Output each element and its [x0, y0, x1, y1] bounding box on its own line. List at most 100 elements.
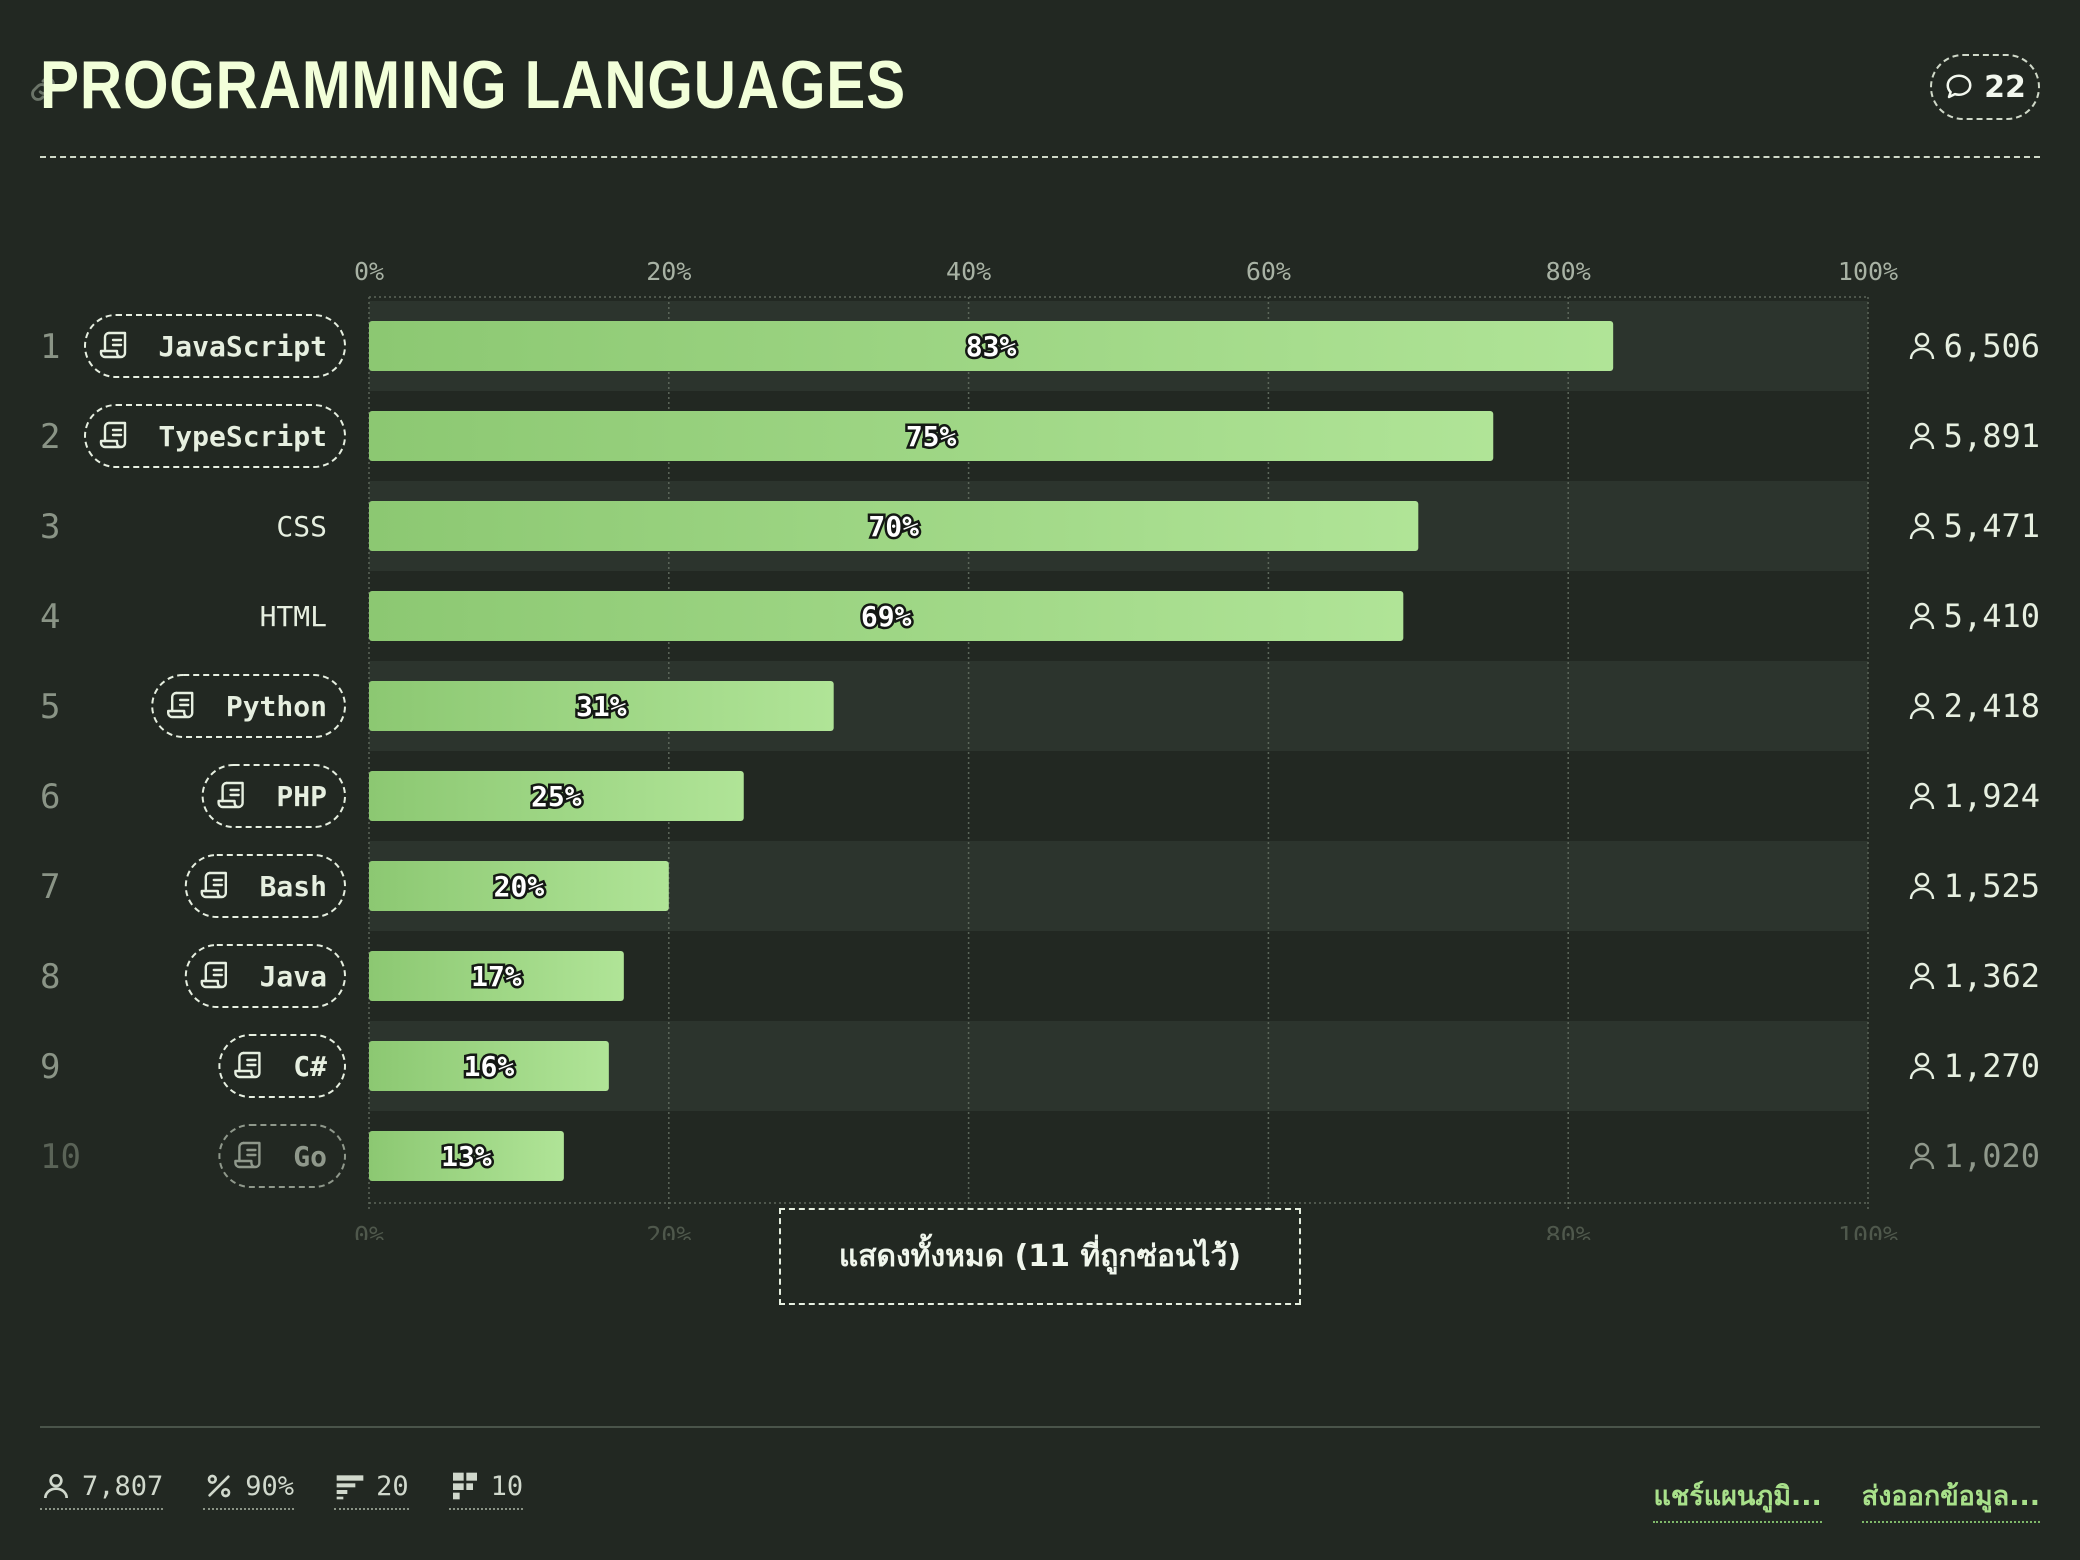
bar: [369, 501, 1419, 551]
stat-questions[interactable]: 20: [334, 1470, 409, 1510]
bar-value-label: 16%: [464, 1050, 515, 1083]
script-icon: [200, 961, 228, 989]
stat-questions-value: 20: [376, 1470, 409, 1502]
user-icon: [1909, 1052, 1935, 1080]
category-pill: [184, 944, 346, 1008]
script-icon: [234, 1141, 261, 1169]
respondent-count: 5,471: [1944, 507, 2040, 545]
x-tick-label-top: 40%: [946, 257, 991, 286]
bar: [369, 1041, 609, 1091]
bar: [369, 411, 1494, 461]
x-tick-label-top: 20%: [646, 257, 691, 286]
export-data-link[interactable]: ส่งออกข้อมูล...: [1861, 1474, 2040, 1523]
category-pill: [151, 674, 346, 738]
category-label: Python: [226, 690, 327, 723]
category-label: JavaScript: [158, 330, 327, 363]
bar-chart: 0%0%20%20%40%40%60%60%80%80%100%100%1Jav…: [40, 257, 2040, 1240]
category-pill: [84, 314, 346, 378]
bar: [369, 861, 669, 911]
x-tick-label-top: 60%: [1246, 257, 1291, 286]
bar: [369, 681, 834, 731]
page-title: PROGRAMMING LANGUAGES: [40, 47, 907, 123]
script-icon: [99, 421, 127, 449]
respondent-count: 1,020: [1944, 1137, 2040, 1175]
bar-value-label: 13%: [441, 1140, 492, 1173]
category-pill: [84, 404, 346, 468]
user-icon: [1909, 1142, 1935, 1170]
rank-label: 4: [40, 597, 60, 637]
category-label: TypeScript: [158, 420, 327, 453]
bar: [369, 951, 624, 1001]
category-label: Bash: [260, 870, 327, 903]
script-icon: [234, 1051, 261, 1079]
comment-icon: [1946, 74, 1972, 99]
rank-label: 3: [40, 507, 60, 547]
bar: [369, 591, 1404, 641]
options-icon: [452, 1472, 477, 1500]
script-icon: [99, 331, 127, 359]
stat-percent[interactable]: 90%: [203, 1470, 295, 1510]
rank-label: 5: [40, 687, 60, 727]
questions-icon: [336, 1475, 364, 1500]
footer-actions: แชร์แผนภูมิ... ส่งออกข้อมูล...: [1653, 1474, 2040, 1523]
user-icon: [1909, 602, 1935, 630]
script-icon: [217, 781, 244, 809]
bar-value-label: 20%: [494, 870, 545, 903]
respondent-count: 2,418: [1944, 687, 2040, 725]
bar-value-label: 83%: [966, 330, 1017, 363]
respondent-count: 1,362: [1944, 957, 2040, 995]
bar-value-label: 75%: [906, 420, 957, 453]
x-tick-label-top: 0%: [354, 257, 384, 286]
user-icon: [1909, 962, 1935, 990]
rank-label: 2: [40, 417, 60, 457]
stat-options-value: 10: [490, 1470, 524, 1502]
category-label: Java: [260, 960, 327, 993]
stat-respondents[interactable]: 7,807: [40, 1470, 164, 1510]
bar-value-label: 69%: [861, 600, 912, 633]
rank-label: 1: [40, 327, 60, 367]
bar-value-label: 25%: [531, 780, 582, 813]
comments-button[interactable]: 22: [1930, 54, 2040, 120]
rank-label: 9: [40, 1047, 60, 1087]
user-icon: [44, 1474, 68, 1499]
show-all-label: แสดงทั้งหมด (11 ที่ถูกซ่อนไว้): [838, 1239, 1242, 1274]
rank-label: 8: [40, 957, 60, 997]
stat-respondents-value: 7,807: [82, 1470, 164, 1502]
user-icon: [1909, 692, 1935, 720]
respondent-count: 5,410: [1944, 597, 2040, 635]
category-label: PHP: [276, 780, 327, 813]
x-tick-label-bottom: 0%: [354, 1221, 384, 1240]
respondent-count: 1,924: [1944, 777, 2040, 815]
bar: [369, 1131, 564, 1181]
bar: [369, 321, 1614, 371]
x-tick-label-top: 80%: [1546, 257, 1591, 286]
category-pill: [218, 1124, 346, 1188]
category-pill: [184, 854, 346, 918]
rank-label: 10: [40, 1137, 81, 1177]
stat-percent-value: 90%: [245, 1470, 295, 1502]
share-chart-link[interactable]: แชร์แผนภูมิ...: [1653, 1474, 1822, 1523]
comment-count: 22: [1984, 69, 2026, 105]
title-area: PROGRAMMING LANGUAGES: [31, 40, 1047, 130]
stat-options[interactable]: 10: [448, 1470, 524, 1510]
percent-icon: [207, 1474, 231, 1498]
respondent-count: 1,525: [1944, 867, 2040, 905]
rank-label: 7: [40, 867, 60, 907]
bar-value-label: 70%: [868, 510, 919, 543]
bar: [369, 771, 744, 821]
show-all-button[interactable]: แสดงทั้งหมด (11 ที่ถูกซ่อนไว้): [779, 1208, 1301, 1305]
link-icon[interactable]: [26, 72, 60, 106]
user-icon: [1909, 872, 1935, 900]
bar-value-label: 31%: [576, 690, 627, 723]
rank-label: 6: [40, 777, 60, 817]
header-divider: [40, 156, 2040, 158]
footer-stats: 7,807 90% 20 10: [40, 1470, 524, 1510]
category-pill: [218, 1034, 346, 1098]
user-icon: [1909, 512, 1935, 540]
respondent-count: 5,891: [1944, 417, 2040, 455]
user-icon: [1909, 332, 1935, 360]
x-tick-label-top: 100%: [1838, 257, 1898, 286]
user-icon: [1909, 422, 1935, 450]
footer-divider: [40, 1426, 2040, 1428]
respondent-count: 6,506: [1944, 327, 2040, 365]
